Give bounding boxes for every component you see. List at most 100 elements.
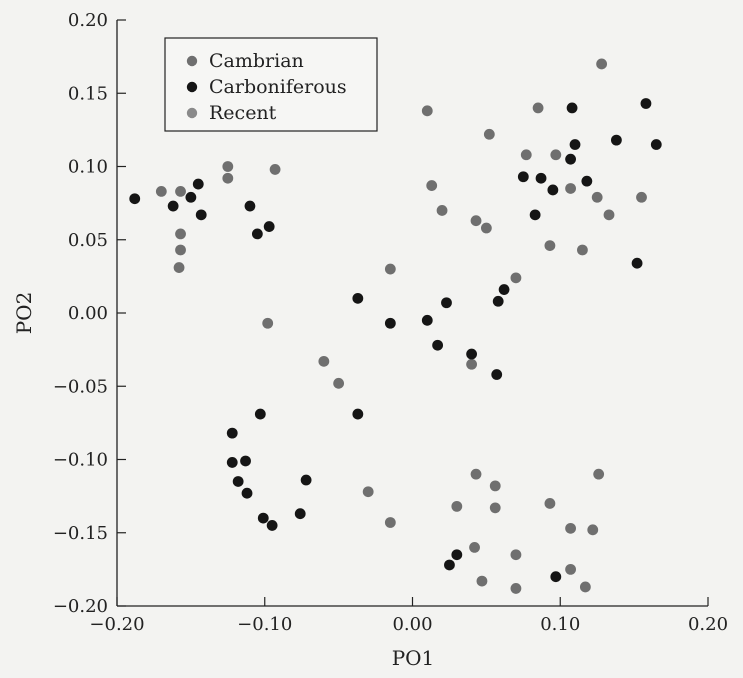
y-tick-label: −0.15	[53, 523, 108, 544]
data-point	[566, 102, 578, 114]
data-point	[577, 244, 588, 256]
data-point	[591, 191, 603, 203]
data-point	[491, 369, 503, 380]
data-point	[432, 339, 444, 351]
legend-box	[164, 37, 378, 132]
data-point	[175, 228, 186, 240]
y-tick-label: 0.20	[68, 10, 108, 31]
data-point	[318, 355, 330, 367]
data-point	[384, 263, 396, 275]
data-point	[470, 215, 482, 227]
data-points	[129, 58, 662, 594]
data-point	[517, 171, 529, 183]
data-point	[129, 193, 141, 205]
data-point	[544, 498, 556, 509]
data-point	[185, 191, 197, 203]
x-axis-label: PO1	[392, 646, 435, 670]
data-point	[451, 500, 463, 512]
data-point	[300, 474, 312, 486]
data-point	[466, 358, 477, 370]
legend-marker	[186, 107, 198, 119]
data-point	[603, 209, 615, 221]
y-tick-label: 0.10	[68, 157, 108, 178]
data-point	[650, 139, 662, 150]
data-point	[436, 205, 448, 216]
legend-marker	[186, 81, 198, 93]
data-point	[544, 240, 556, 252]
data-point	[510, 583, 522, 594]
series-cambrian	[155, 58, 647, 594]
x-axis-ticks: −0.20 −0.10 0.00 0.10 0.20	[89, 597, 728, 635]
data-point	[352, 292, 364, 304]
data-point	[510, 549, 522, 561]
data-point	[466, 348, 477, 360]
data-point	[269, 164, 281, 175]
data-point	[593, 468, 605, 480]
data-point	[483, 128, 495, 140]
data-point	[489, 502, 501, 514]
data-point	[421, 314, 433, 326]
legend-marker	[186, 55, 198, 67]
data-point	[547, 184, 559, 196]
data-point	[175, 186, 186, 197]
legend-entry: Carboniferous	[209, 76, 347, 98]
data-point	[226, 457, 238, 468]
data-point	[565, 522, 576, 534]
data-point	[155, 186, 167, 197]
data-point	[241, 487, 253, 499]
data-point	[581, 175, 593, 187]
x-tick-label: 0.10	[540, 614, 580, 635]
data-point	[640, 98, 652, 109]
data-point	[192, 178, 204, 190]
data-point	[636, 191, 647, 203]
y-tick-label: −0.20	[53, 596, 108, 617]
data-point	[426, 180, 438, 191]
data-point	[421, 105, 433, 117]
data-point	[251, 228, 263, 240]
y-tick-label: 0.05	[68, 230, 108, 251]
data-point	[631, 257, 643, 269]
data-point	[470, 468, 482, 480]
legend: Cambrian Carboniferous Recent	[164, 37, 378, 132]
data-point	[232, 476, 244, 487]
data-point	[244, 200, 256, 212]
data-point	[167, 200, 179, 212]
legend-entry: Cambrian	[209, 50, 304, 72]
data-point	[565, 153, 576, 165]
data-point	[444, 559, 455, 571]
data-point	[579, 581, 591, 593]
data-point	[451, 549, 463, 561]
data-point	[532, 102, 544, 114]
x-tick-label: 0.00	[392, 614, 432, 635]
data-point	[476, 575, 488, 587]
x-tick-label: −0.20	[89, 614, 144, 635]
x-tick-label: −0.10	[237, 614, 292, 635]
data-point	[226, 427, 238, 439]
data-point	[175, 244, 186, 256]
data-point	[469, 542, 480, 553]
y-tick-label: 0.00	[68, 303, 108, 324]
data-point	[173, 262, 185, 273]
y-tick-label: −0.05	[53, 376, 108, 397]
data-point	[384, 317, 396, 329]
y-axis-label: PO2	[12, 292, 36, 335]
data-point	[535, 172, 547, 184]
legend-entry: Recent	[209, 102, 277, 124]
data-point	[384, 517, 396, 528]
data-point	[550, 571, 562, 583]
series-carboniferous	[129, 98, 662, 583]
data-point	[266, 520, 278, 531]
y-axis-ticks: 0.20 0.15 0.10 0.05 0.00 −0.05 −0.10 −0.15 −0.20	[53, 10, 126, 617]
data-point	[489, 480, 501, 492]
data-point	[569, 139, 581, 150]
data-point	[352, 408, 364, 420]
data-point	[262, 317, 274, 329]
data-point	[195, 209, 207, 221]
x-tick-label: 0.20	[688, 614, 728, 635]
data-point	[240, 455, 251, 467]
data-point	[510, 272, 522, 284]
data-point	[498, 284, 510, 295]
data-point	[565, 183, 576, 194]
data-point	[565, 563, 576, 575]
